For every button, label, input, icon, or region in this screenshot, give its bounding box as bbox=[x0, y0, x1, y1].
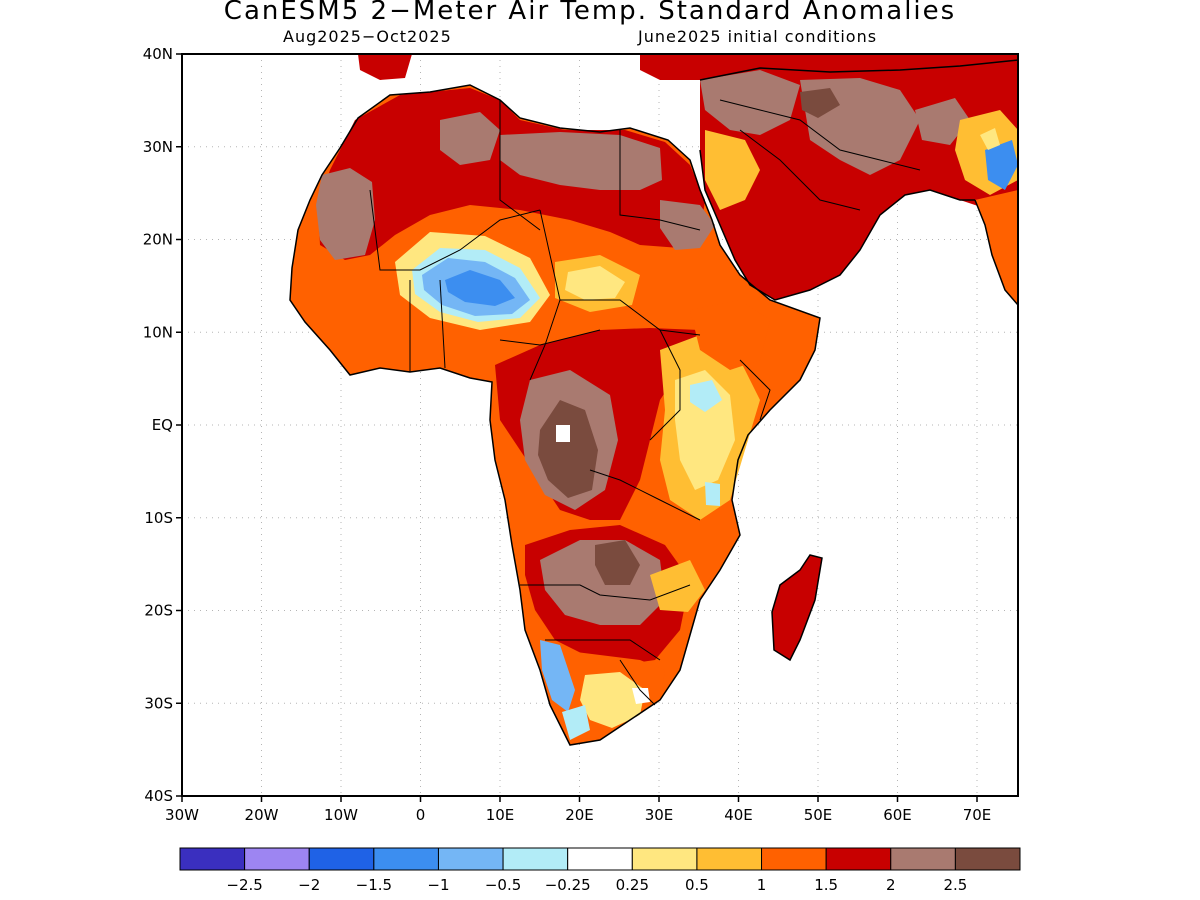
lon-tick-label: 40E bbox=[724, 806, 753, 824]
india-cool bbox=[985, 140, 1018, 190]
lon-tick-label: 60E bbox=[883, 806, 912, 824]
legend-label: −1.5 bbox=[356, 876, 392, 894]
lat-tick-label: 40N bbox=[143, 45, 173, 63]
country-borders bbox=[369, 99, 921, 706]
legend-swatch bbox=[890, 847, 956, 871]
europe-landmass bbox=[358, 54, 412, 80]
legend-swatch bbox=[631, 847, 698, 871]
sudan-brown-patch bbox=[660, 200, 715, 250]
latitude-axis: 40N 30N 20N 10N EQ 10S 20S 30S 40S bbox=[143, 45, 182, 805]
legend-label: −2.5 bbox=[226, 876, 262, 894]
lon-tick-label: 30W bbox=[165, 806, 199, 824]
legend-swatch bbox=[373, 847, 439, 871]
lat-tick-label: 30N bbox=[143, 138, 173, 156]
legend-swatch bbox=[308, 847, 375, 871]
legend-label: 0.25 bbox=[616, 876, 649, 894]
lat-tick-label: 20N bbox=[143, 231, 173, 249]
arabia-warm bbox=[705, 130, 760, 210]
map-title: CanESM5 2−Meter Air Temp. Standard Anoma… bbox=[223, 0, 957, 26]
lon-tick-label: 10E bbox=[486, 806, 515, 824]
legend-label: −0.25 bbox=[545, 876, 591, 894]
lat-tick-label: 40S bbox=[144, 787, 173, 805]
lon-tick-label: 20W bbox=[245, 806, 279, 824]
legend-swatch bbox=[567, 847, 633, 871]
legend-label: 1.5 bbox=[814, 876, 838, 894]
legend-swatch bbox=[954, 847, 1021, 871]
levant-brown bbox=[700, 70, 800, 135]
lat-tick-label: EQ bbox=[152, 416, 173, 434]
namibia-cool bbox=[540, 640, 575, 712]
legend-swatch bbox=[179, 847, 246, 871]
legend-label: −0.5 bbox=[485, 876, 521, 894]
legend-swatch bbox=[502, 847, 569, 871]
lat-tick-label: 30S bbox=[144, 694, 173, 712]
lon-tick-label: 0 bbox=[416, 806, 426, 824]
turkey-region bbox=[640, 54, 1018, 80]
lon-tick-label: 20E bbox=[565, 806, 594, 824]
sahara-brown-patch bbox=[316, 168, 375, 260]
legend-swatch bbox=[825, 847, 892, 871]
south-africa-light bbox=[580, 672, 645, 728]
iraq-dark bbox=[800, 88, 840, 118]
cape-cool bbox=[562, 705, 590, 740]
zambia-dark bbox=[595, 540, 640, 585]
ethiopia-warm bbox=[690, 300, 770, 370]
lat-tick-label: 10N bbox=[143, 323, 173, 341]
longitude-axis: 30W 20W 10W 0 10E 20E 30E 40E 50E 60E 70E bbox=[165, 796, 991, 824]
mozambique-warm bbox=[650, 560, 705, 612]
forecast-period: Aug2025−Oct2025 bbox=[283, 27, 452, 46]
lon-tick-label: 10W bbox=[324, 806, 358, 824]
legend-label: 1 bbox=[757, 876, 767, 894]
color-legend: −2.5 −2 −1.5 −1 −0.5 −0.25 0.25 0.5 1 1.5 2 2.5 bbox=[179, 847, 1021, 894]
legend-label: 2.5 bbox=[943, 876, 967, 894]
legend-swatch bbox=[437, 847, 504, 871]
congo-neutral-spot bbox=[556, 425, 570, 442]
legend-label: −2 bbox=[298, 876, 320, 894]
anomaly-field bbox=[289, 54, 1018, 746]
legend-swatch bbox=[696, 847, 763, 871]
legend-label: 2 bbox=[886, 876, 896, 894]
lat-tick-label: 10S bbox=[144, 509, 173, 527]
congo-dark-patch bbox=[538, 400, 598, 498]
madagascar bbox=[772, 555, 822, 660]
india-landmass bbox=[975, 190, 1018, 305]
chad-light-patch bbox=[565, 266, 625, 300]
tanzania-cool-spot bbox=[705, 482, 720, 506]
egypt-brown-patch bbox=[500, 132, 662, 190]
lat-tick-label: 20S bbox=[144, 602, 173, 620]
coastlines bbox=[289, 59, 1018, 746]
gulf-brown bbox=[915, 98, 970, 145]
legend-swatch bbox=[761, 847, 827, 871]
sahel-cool-core bbox=[445, 270, 515, 306]
legend-label: 0.5 bbox=[685, 876, 709, 894]
libya-brown-patch bbox=[440, 112, 500, 165]
india-light bbox=[980, 128, 1000, 150]
lon-tick-label: 50E bbox=[804, 806, 833, 824]
initial-conditions-label: June2025 initial conditions bbox=[638, 27, 878, 46]
lon-tick-label: 70E bbox=[963, 806, 992, 824]
legend-label: −1 bbox=[427, 876, 449, 894]
lon-tick-label: 30E bbox=[645, 806, 674, 824]
lake-victoria-cool bbox=[690, 380, 722, 412]
legend-swatch bbox=[244, 847, 310, 871]
lesotho-neutral bbox=[632, 688, 650, 704]
